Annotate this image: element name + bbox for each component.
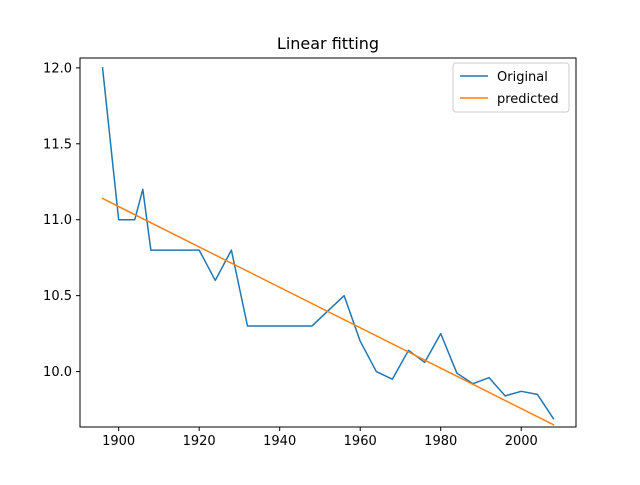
y-tick-label: 11.5	[43, 137, 72, 152]
x-tick-label: 1900	[102, 434, 135, 449]
y-tick-label: 12.0	[43, 61, 72, 76]
y-tick-label: 10.5	[43, 289, 72, 304]
legend-label-predicted: predicted	[497, 92, 559, 107]
axes-frame	[79, 57, 577, 428]
chart-title: Linear fitting	[277, 34, 379, 53]
series-line-predicted	[101, 197, 555, 426]
plot-area	[101, 67, 555, 426]
series-line-original	[101, 67, 555, 420]
y-tick-label: 11.0	[43, 213, 72, 228]
x-tick-label: 1960	[344, 434, 377, 449]
legend-label-original: Original	[497, 70, 548, 85]
legend: Original predicted	[452, 62, 570, 113]
y-tick-label: 10.0	[43, 365, 72, 380]
x-tick-label: 2000	[505, 434, 538, 449]
x-tick-label: 1920	[183, 434, 216, 449]
x-tick-label: 1980	[424, 434, 457, 449]
x-tick-label: 1940	[263, 434, 296, 449]
axes: 1900 1920 1940 1960 1980 2000 10.0 10.5 11.0 11.5…	[43, 57, 577, 449]
